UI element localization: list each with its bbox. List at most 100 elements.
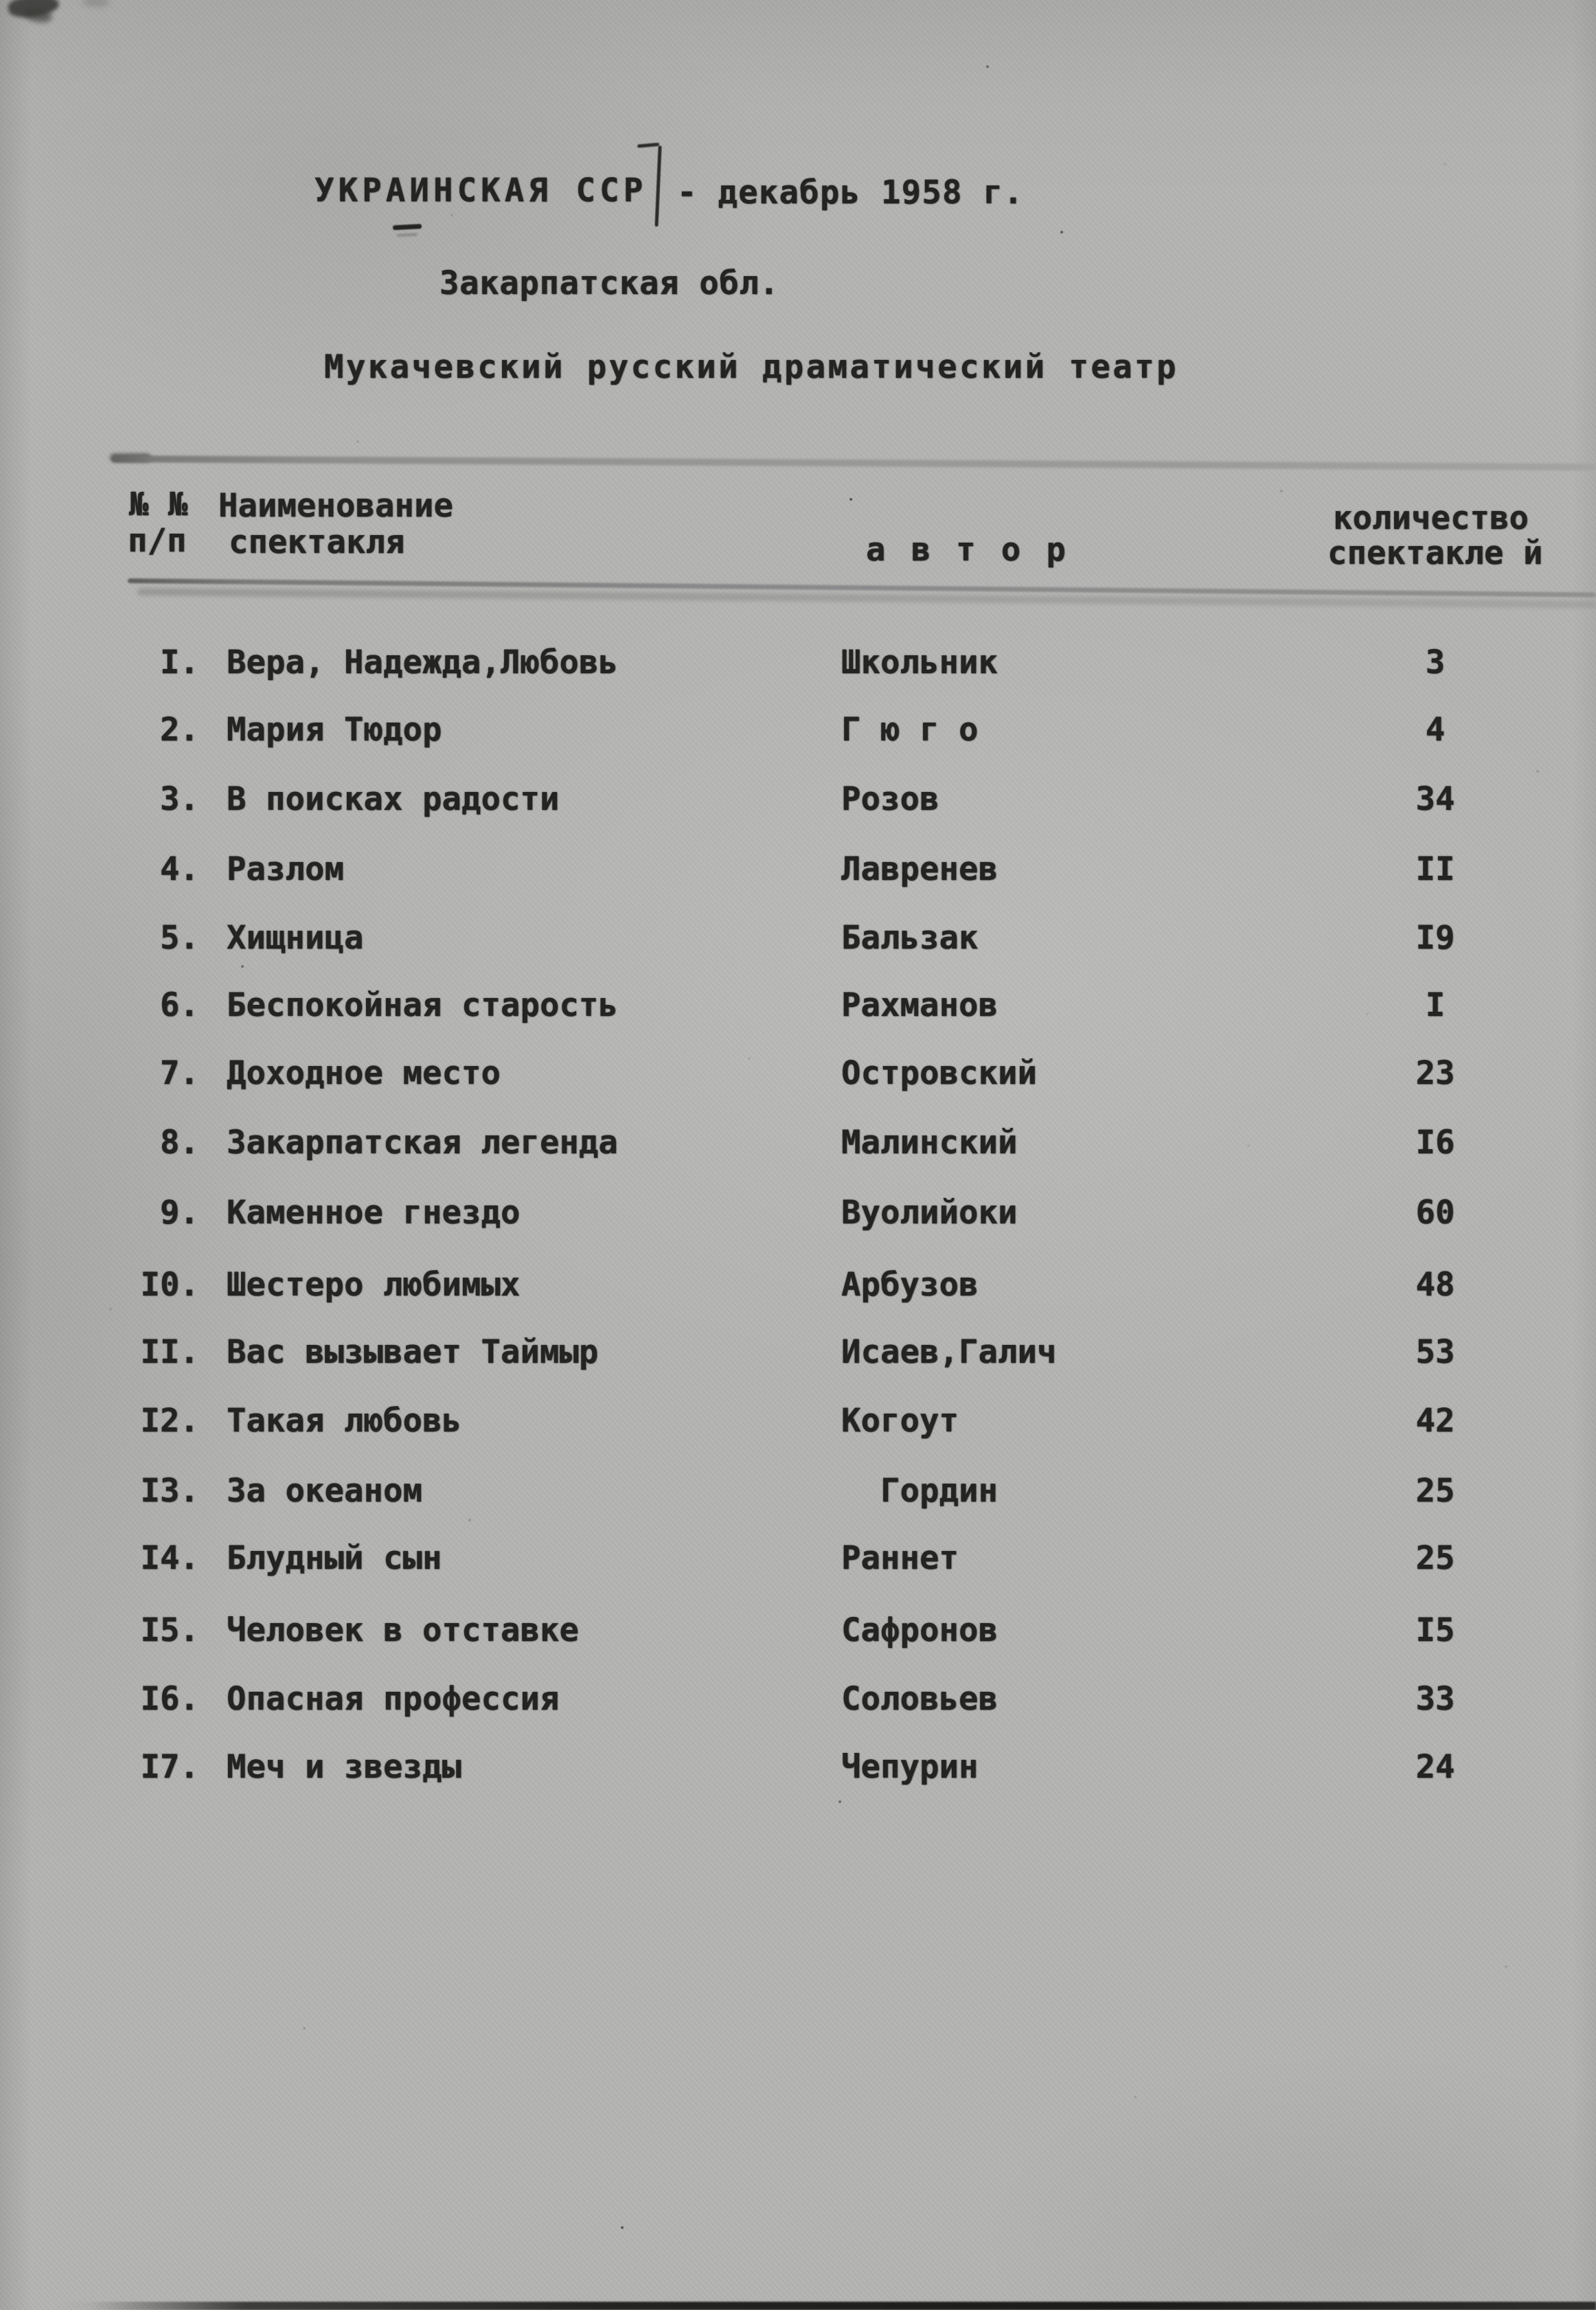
play-author: Бальзак	[841, 919, 979, 957]
pen-mark-underline-dash	[392, 223, 422, 231]
paper-specks	[0, 0, 1, 1]
table-row: I6. Опасная профессия Соловьев 33	[0, 1680, 1596, 1729]
performance-count: I	[1425, 986, 1446, 1024]
subtitle-oblast: Закарпатская обл.	[440, 264, 779, 302]
horizontal-rule-top	[111, 455, 1596, 471]
play-title: Меч и звезды	[227, 1748, 461, 1786]
play-title: Доходное место	[227, 1054, 501, 1092]
play-author: Школьник	[841, 644, 998, 681]
play-title: Разлом	[227, 850, 344, 888]
play-author: Когоут	[841, 1402, 959, 1440]
column-header-author: а в т о р	[866, 531, 1069, 569]
table-row: 4. Разлом Лавренев II	[0, 850, 1596, 899]
table-row: 6. Беспокойная старость Рахманов I	[0, 986, 1596, 1035]
play-author: Раннет	[841, 1539, 959, 1577]
table-row: I. Вера, Надежда,Любовь Школьник 3	[0, 644, 1596, 692]
row-number: 6.	[160, 986, 199, 1024]
table-row: I2. Такая любовь Когоут 42	[0, 1402, 1596, 1451]
column-header-count: количество	[1333, 499, 1529, 537]
row-number: I0.	[140, 1266, 199, 1304]
row-number: I2.	[140, 1402, 199, 1440]
performance-count: 42	[1415, 1402, 1455, 1440]
play-title: Мария Тюдор	[227, 711, 442, 749]
play-title: Беспокойная старость	[227, 986, 618, 1024]
subtitle-theater-name: Мукачевский русский драматический театр	[324, 348, 1178, 386]
performance-count: 33	[1415, 1680, 1455, 1718]
play-author: Розов	[841, 780, 939, 818]
table-row: 9. Каменное гнездо Вуолийоки 60	[0, 1194, 1596, 1243]
row-number: 4.	[160, 850, 199, 888]
performance-count: II	[1415, 850, 1455, 888]
play-author: Лавренев	[841, 850, 998, 888]
performance-count: 24	[1415, 1748, 1455, 1786]
pen-mark-vertical-stroke	[654, 145, 662, 227]
performance-count: 48	[1415, 1266, 1455, 1304]
performance-count: 34	[1415, 780, 1455, 818]
row-number: I5.	[140, 1611, 199, 1649]
play-author: Арбузов	[841, 1266, 979, 1304]
play-title: В поисках радости	[227, 780, 560, 818]
play-title: Шестеро любимых	[227, 1266, 521, 1304]
table-row: 2. Мария Тюдор Г ю г о 4	[0, 711, 1596, 760]
play-author: Соловьев	[841, 1680, 998, 1718]
performance-count: 4	[1425, 711, 1446, 749]
performance-count: I5	[1415, 1611, 1455, 1649]
play-author: Вуолийоки	[841, 1194, 1018, 1232]
play-author: Исаев,Галич	[841, 1333, 1057, 1371]
column-header-number-line2: п/п	[128, 522, 187, 560]
table-row: I7. Меч и звезды Чепурин 24	[0, 1748, 1596, 1797]
column-header-number: № №	[129, 486, 188, 523]
column-header-name-line2: спектакля	[229, 523, 405, 561]
corner-ink-smudge	[82, 0, 110, 7]
table-row: 8. Закарпатская легенда Малинский I6	[0, 1124, 1596, 1173]
performance-count: 60	[1415, 1194, 1455, 1232]
row-number: 7.	[160, 1054, 199, 1092]
play-author: Гордин	[880, 1472, 998, 1510]
row-number: 5.	[160, 919, 199, 957]
play-title: Такая любовь	[227, 1402, 461, 1440]
row-number: I4.	[140, 1539, 199, 1577]
play-author: Сафронов	[841, 1611, 998, 1649]
play-title: Блудный сын	[227, 1539, 442, 1577]
table-row: I3. За океаном Гордин 25	[0, 1472, 1596, 1521]
row-number: II.	[140, 1333, 199, 1371]
row-number: 2.	[160, 711, 199, 749]
play-title: Хищница	[227, 919, 364, 957]
row-number: I3.	[140, 1472, 199, 1510]
column-header-name: Наименование	[218, 487, 453, 525]
table-row: I5. Человек в отставке Сафронов I5	[0, 1611, 1596, 1660]
performance-count: 25	[1415, 1472, 1455, 1510]
row-number: I6.	[140, 1680, 199, 1718]
table-row: II. Вас вызывает Таймыр Исаев,Галич 53	[0, 1333, 1596, 1382]
play-title: Закарпатская легенда	[227, 1124, 618, 1162]
performance-count: 25	[1415, 1539, 1455, 1577]
scan-bottom-edge-line	[60, 2302, 1596, 2310]
play-title: Вас вызывает Таймыр	[227, 1333, 599, 1371]
row-number: 8.	[160, 1124, 199, 1162]
column-header-count-line2: спектакле й	[1327, 534, 1543, 572]
table-row: I0. Шестеро любимых Арбузов 48	[0, 1266, 1596, 1315]
table-row: I4. Блудный сын Раннет 25	[0, 1539, 1596, 1588]
play-author: Чепурин	[841, 1748, 979, 1786]
performance-count: 3	[1425, 644, 1446, 681]
table-row: 5. Хищница Бальзак I9	[0, 919, 1596, 968]
play-title: Вера, Надежда,Любовь	[227, 644, 618, 681]
table-row: 7. Доходное место Островский 23	[0, 1054, 1596, 1103]
play-title: Опасная профессия	[227, 1680, 560, 1718]
play-author: Островский	[841, 1054, 1037, 1092]
row-number: 3.	[160, 780, 199, 818]
row-number: I.	[160, 644, 199, 681]
play-title: Человек в отставке	[227, 1611, 579, 1649]
play-title: Каменное гнездо	[227, 1194, 521, 1232]
play-author: Малинский	[841, 1124, 1018, 1162]
play-title: За океаном	[227, 1472, 422, 1510]
performance-count: I9	[1415, 919, 1455, 957]
play-author: Г ю г о	[841, 711, 979, 749]
performance-count: 23	[1415, 1054, 1455, 1092]
row-number: 9.	[160, 1194, 199, 1232]
pen-mark-top-bar	[637, 142, 660, 148]
performance-count: I6	[1415, 1124, 1455, 1162]
pen-mark-underline-dash-echo	[396, 233, 418, 237]
row-number: I7.	[140, 1748, 199, 1786]
